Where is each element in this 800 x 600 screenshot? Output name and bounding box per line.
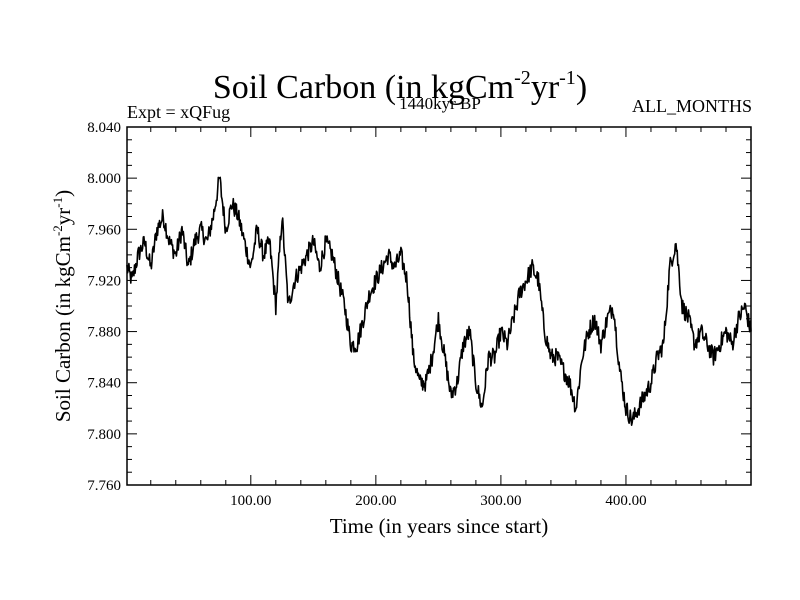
y-tick-label: 7.920 (87, 273, 121, 289)
experiment-label: Expt = xQFug (127, 102, 231, 122)
chart-subtitle: 1440kyr BP (399, 94, 481, 113)
chart-title: Soil Carbon (in kgCm-2yr-1) (212, 67, 588, 106)
x-tick-label: 400.00 (605, 493, 646, 509)
y-tick-label: 7.960 (87, 222, 121, 238)
y-tick-label: 7.840 (87, 376, 121, 392)
tick-label-group: 7.760 7.800 7.840 7.880 7.920 7.960 8.000 8.040… (87, 120, 646, 509)
x-tick-label: 200.00 (355, 493, 396, 509)
x-tick-label: 300.00 (480, 493, 521, 509)
x-tick-label: 100.00 (230, 493, 271, 509)
series-line-soil-carbon (126, 176, 752, 426)
y-tick-label: 7.760 (87, 478, 121, 494)
months-label: ALL_MONTHS (632, 96, 752, 116)
y-axis-title: Soil Carbon (in kgCm-2yr-1) (50, 190, 75, 422)
y-tick-label: 7.880 (87, 325, 121, 341)
y-tick-label: 7.800 (87, 427, 121, 443)
x-axis-title: Time (in years since start) (330, 514, 549, 538)
y-tick-label: 8.000 (87, 171, 121, 187)
y-tick-label: 8.040 (87, 120, 121, 136)
tick-group (127, 126, 751, 486)
